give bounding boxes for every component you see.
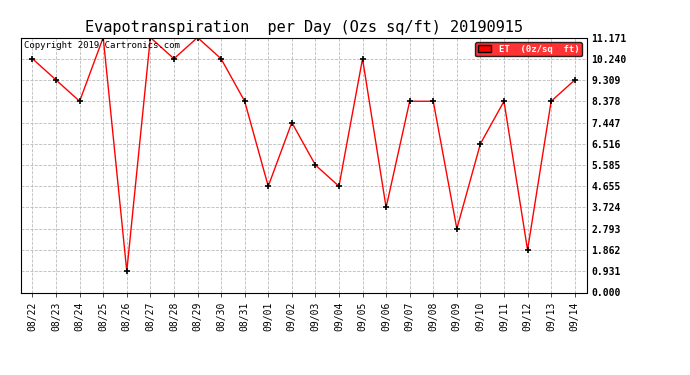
- Legend: ET  (0z/sq  ft): ET (0z/sq ft): [475, 42, 582, 56]
- Text: Copyright 2019 Cartronics.com: Copyright 2019 Cartronics.com: [23, 41, 179, 50]
- Title: Evapotranspiration  per Day (Ozs sq/ft) 20190915: Evapotranspiration per Day (Ozs sq/ft) 2…: [85, 20, 522, 35]
